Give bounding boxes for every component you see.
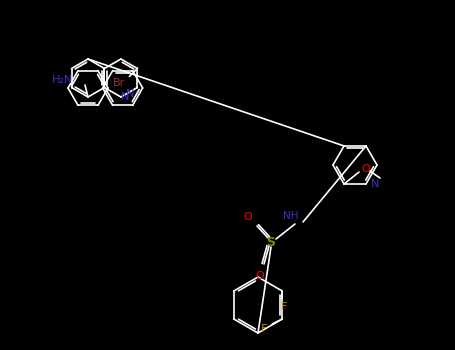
Text: N: N — [121, 92, 129, 102]
Text: Br: Br — [113, 77, 126, 88]
Text: NH: NH — [283, 211, 298, 221]
Text: F: F — [261, 324, 268, 334]
Text: O: O — [243, 212, 253, 222]
Text: S: S — [267, 236, 275, 248]
Text: F: F — [281, 302, 288, 312]
Text: N: N — [126, 89, 134, 99]
Text: H₂N: H₂N — [52, 75, 73, 85]
Text: N: N — [371, 179, 379, 189]
Text: O: O — [362, 164, 370, 174]
Text: O: O — [256, 271, 264, 281]
